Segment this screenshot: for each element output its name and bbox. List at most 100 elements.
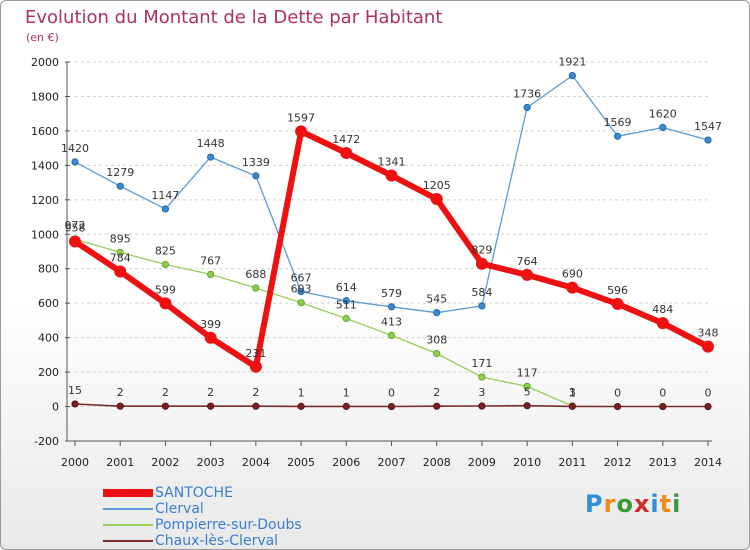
legend-swatch: [101, 501, 153, 517]
data-label: 1736: [513, 87, 541, 100]
data-point: [478, 302, 486, 310]
data-point: [114, 265, 127, 278]
y-tick-label: 800: [38, 263, 59, 276]
data-label: 1547: [694, 120, 722, 133]
data-point: [475, 257, 488, 270]
x-tick-label: 2013: [649, 456, 677, 469]
data-label: 1620: [649, 107, 677, 120]
data-point: [702, 340, 714, 353]
x-tick-label: 2012: [604, 456, 632, 469]
data-label: 825: [155, 244, 176, 257]
data-label: 596: [607, 284, 628, 297]
y-tick-label: 2000: [31, 56, 59, 69]
data-point: [568, 402, 576, 410]
data-label: 958: [65, 222, 86, 235]
y-tick-label: 1800: [31, 90, 59, 103]
data-point: [342, 402, 350, 410]
data-label: 171: [471, 357, 492, 370]
logo-letter: o: [616, 490, 634, 518]
y-tick-label: 0: [52, 401, 59, 414]
data-label: 1921: [558, 56, 586, 69]
data-point: [704, 402, 712, 411]
x-tick-label: 2011: [558, 456, 586, 469]
legend-label: Chaux-lès-Clerval: [155, 533, 279, 549]
x-tick-label: 2003: [197, 456, 225, 469]
data-label: 413: [381, 315, 402, 328]
data-label: 399: [200, 318, 221, 331]
x-tick-label: 2006: [332, 456, 360, 469]
data-point: [297, 288, 305, 296]
legend-swatch: [101, 517, 153, 533]
data-point: [297, 402, 305, 410]
data-point: [613, 402, 622, 411]
data-label: 5: [524, 386, 531, 399]
data-label: 584: [471, 286, 492, 299]
data-label: 3: [478, 386, 485, 399]
x-tick-label: 2010: [513, 456, 541, 469]
data-point: [116, 182, 124, 190]
data-label: 1341: [378, 156, 406, 169]
x-tick-label: 2002: [151, 456, 179, 469]
data-point: [659, 123, 667, 132]
data-label: 2: [433, 386, 440, 399]
series-line-2: [74, 238, 574, 407]
data-point: [252, 172, 260, 180]
data-label: 599: [155, 283, 176, 296]
data-point: [340, 146, 353, 159]
data-label: 667: [291, 272, 312, 285]
x-tick-label: 2005: [287, 456, 315, 469]
data-point: [523, 402, 531, 410]
data-label: 579: [381, 287, 402, 300]
data-point: [523, 103, 531, 112]
y-tick-label: 1400: [31, 159, 59, 172]
data-point: [342, 297, 350, 305]
x-tick-label: 2004: [242, 456, 270, 469]
logo-letter: r: [603, 490, 617, 518]
data-point: [478, 402, 486, 410]
data-point: [161, 205, 170, 213]
logo-letter: x: [633, 490, 651, 518]
data-point: [478, 373, 486, 381]
chart-subtitle: (en €): [26, 31, 59, 44]
logo-letter: t: [659, 490, 673, 518]
data-label: 603: [291, 283, 312, 296]
x-tick-label: 2000: [61, 456, 89, 469]
data-label: 2: [252, 386, 259, 399]
data-point: [433, 349, 441, 358]
legend-label: SANTOCHE: [155, 485, 233, 501]
x-tick-label: 2007: [378, 456, 406, 469]
x-tick-label: 2009: [468, 456, 496, 469]
data-label: 15: [68, 384, 82, 397]
data-label: 614: [336, 281, 357, 294]
legend-label: Clerval: [155, 501, 204, 517]
data-label: 117: [517, 366, 538, 379]
data-point: [207, 402, 215, 410]
y-tick-label: 200: [38, 366, 59, 379]
data-point: [568, 72, 576, 80]
legend-label: Pompierre-sur-Doubs: [155, 517, 302, 533]
data-point: [387, 303, 396, 311]
data-point: [611, 297, 624, 310]
data-point: [207, 153, 215, 161]
data-label: 1205: [423, 179, 451, 192]
data-label: 1147: [151, 189, 179, 202]
data-label: 2: [117, 386, 124, 399]
proxiti-logo: Proxiti: [585, 490, 681, 518]
data-point: [295, 125, 308, 138]
data-label: 0: [614, 387, 621, 400]
data-label: 690: [562, 268, 583, 281]
data-point: [385, 169, 398, 182]
data-point: [433, 309, 441, 317]
data-label: 767: [200, 254, 221, 267]
data-label: 308: [426, 333, 447, 346]
logo-letter: i: [672, 490, 682, 518]
data-label: 0: [705, 387, 712, 400]
data-label: 1: [343, 386, 350, 399]
x-tick-label: 2001: [106, 456, 134, 469]
data-label: 1597: [287, 111, 315, 124]
data-point: [430, 192, 443, 205]
y-tick-label: 600: [38, 297, 59, 310]
x-tick-label: 2014: [694, 456, 722, 469]
data-point: [249, 360, 262, 373]
